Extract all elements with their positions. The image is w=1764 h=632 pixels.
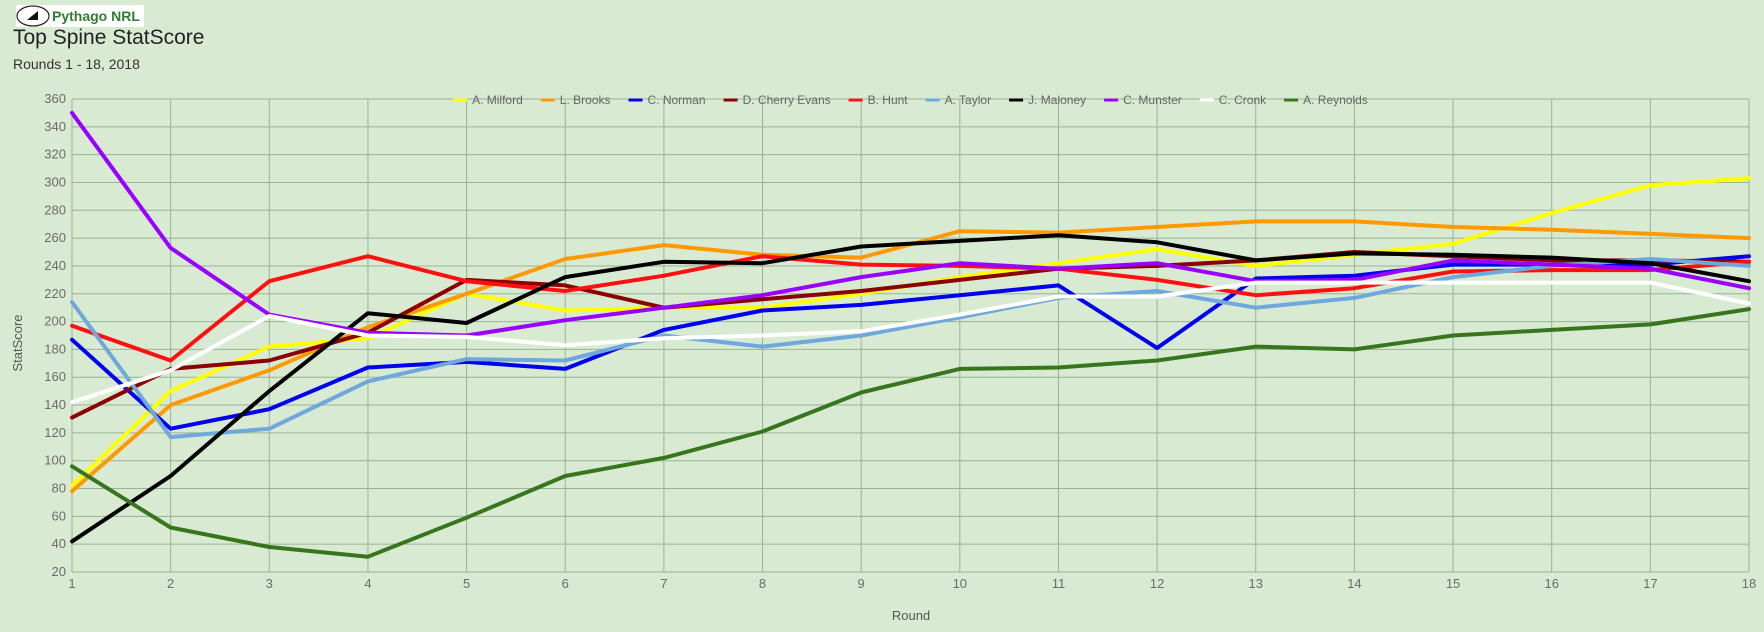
x-tick-label: 8 bbox=[759, 576, 766, 591]
y-tick-label: 100 bbox=[44, 453, 66, 468]
y-tick-label: 280 bbox=[44, 202, 66, 217]
logo-badge-icon bbox=[16, 5, 50, 27]
legend-item: A. Taylor bbox=[925, 93, 991, 107]
legend-item: B. Hunt bbox=[848, 93, 909, 107]
x-tick-label: 11 bbox=[1052, 576, 1066, 591]
legend-item: C. Cronk bbox=[1199, 93, 1267, 107]
x-tick-label: 5 bbox=[463, 576, 470, 591]
y-tick-label: 300 bbox=[44, 174, 66, 189]
legend-item: A. Milford bbox=[453, 93, 523, 107]
x-tick-label: 18 bbox=[1742, 576, 1756, 591]
logo-text: Pythago NRL bbox=[52, 8, 140, 24]
legend-label: J. Maloney bbox=[1028, 93, 1086, 107]
x-tick-label: 12 bbox=[1150, 576, 1164, 591]
series-line-b-hunt bbox=[70, 254, 1751, 363]
legend-label: A. Reynolds bbox=[1303, 93, 1368, 107]
legend-label: C. Munster bbox=[1123, 93, 1182, 107]
x-tick-label: 2 bbox=[167, 576, 174, 591]
chart-subtitle: Rounds 1 - 18, 2018 bbox=[13, 56, 140, 72]
y-tick-label: 60 bbox=[52, 508, 66, 523]
y-axis-label: StatScore bbox=[10, 314, 25, 371]
y-tick-label: 200 bbox=[44, 314, 66, 329]
y-tick-label: 120 bbox=[44, 425, 66, 440]
y-tick-label: 180 bbox=[44, 341, 66, 356]
x-axis-label: Round bbox=[892, 608, 930, 623]
legend-item: D. Cherry Evans bbox=[723, 93, 831, 107]
series-line-a-taylor bbox=[70, 257, 1751, 440]
legend-label: D. Cherry Evans bbox=[743, 93, 831, 107]
legend-item: C. Norman bbox=[628, 93, 706, 107]
y-tick-label: 160 bbox=[44, 369, 66, 384]
series-lines bbox=[70, 110, 1751, 559]
x-tick-label: 6 bbox=[562, 576, 569, 591]
y-tick-label: 140 bbox=[44, 397, 66, 412]
legend-item: A. Reynolds bbox=[1284, 93, 1368, 107]
y-tick-label: 260 bbox=[44, 230, 66, 245]
x-tick-label: 9 bbox=[858, 576, 865, 591]
chart-title: Top Spine StatScore bbox=[13, 26, 205, 49]
x-tick-label: 1 bbox=[68, 576, 75, 591]
x-tick-label: 16 bbox=[1544, 576, 1558, 591]
y-tick-label: 80 bbox=[52, 481, 66, 496]
legend-label: B. Hunt bbox=[868, 93, 909, 107]
legend-label: A. Taylor bbox=[945, 93, 991, 107]
x-tick-label: 3 bbox=[266, 576, 273, 591]
legend-label: A. Milford bbox=[472, 93, 523, 107]
legend-item: L. Brooks bbox=[540, 93, 611, 107]
x-tick-label: 15 bbox=[1446, 576, 1460, 591]
y-tick-label: 40 bbox=[52, 536, 66, 551]
x-tick-label: 17 bbox=[1643, 576, 1657, 591]
series-line-c-munster bbox=[70, 110, 1751, 338]
series-line-c-norman bbox=[70, 254, 1751, 431]
y-tick-label: 320 bbox=[44, 147, 66, 162]
y-tick-label: 220 bbox=[44, 286, 66, 301]
legend-item: J. Maloney bbox=[1009, 93, 1086, 107]
legend-label: C. Cronk bbox=[1219, 93, 1267, 107]
y-tick-label: 240 bbox=[44, 258, 66, 273]
x-axis-ticks: 1 2 3 4 5 6 7 8 9 10 11 12 13 14 15 16 17 18 bbox=[68, 576, 1756, 591]
series-line-a-reynolds bbox=[70, 307, 1751, 559]
series-line-j-maloney bbox=[70, 233, 1751, 544]
logo: Pythago NRL bbox=[16, 5, 144, 27]
x-tick-label: 7 bbox=[660, 576, 667, 591]
legend-label: C. Norman bbox=[648, 93, 706, 107]
x-tick-label: 10 bbox=[953, 576, 967, 591]
x-tick-label: 4 bbox=[364, 576, 371, 591]
chart-legend: A. Milford L. Brooks C. Norman D. Cherry Ev… bbox=[453, 93, 1368, 107]
x-tick-label: 14 bbox=[1347, 576, 1361, 591]
legend-label: L. Brooks bbox=[560, 93, 611, 107]
chart-grid bbox=[71, 98, 1750, 573]
y-axis-ticks: 20 40 60 80 100 120 140 160 180 200 220 240 260 280 30… bbox=[44, 91, 66, 579]
y-tick-label: 340 bbox=[44, 119, 66, 134]
legend-item: C. Munster bbox=[1104, 93, 1182, 107]
series-line-c-cronk bbox=[70, 280, 1751, 405]
y-tick-label: 20 bbox=[52, 564, 66, 579]
y-tick-label: 360 bbox=[44, 91, 66, 106]
x-tick-label: 13 bbox=[1249, 576, 1263, 591]
